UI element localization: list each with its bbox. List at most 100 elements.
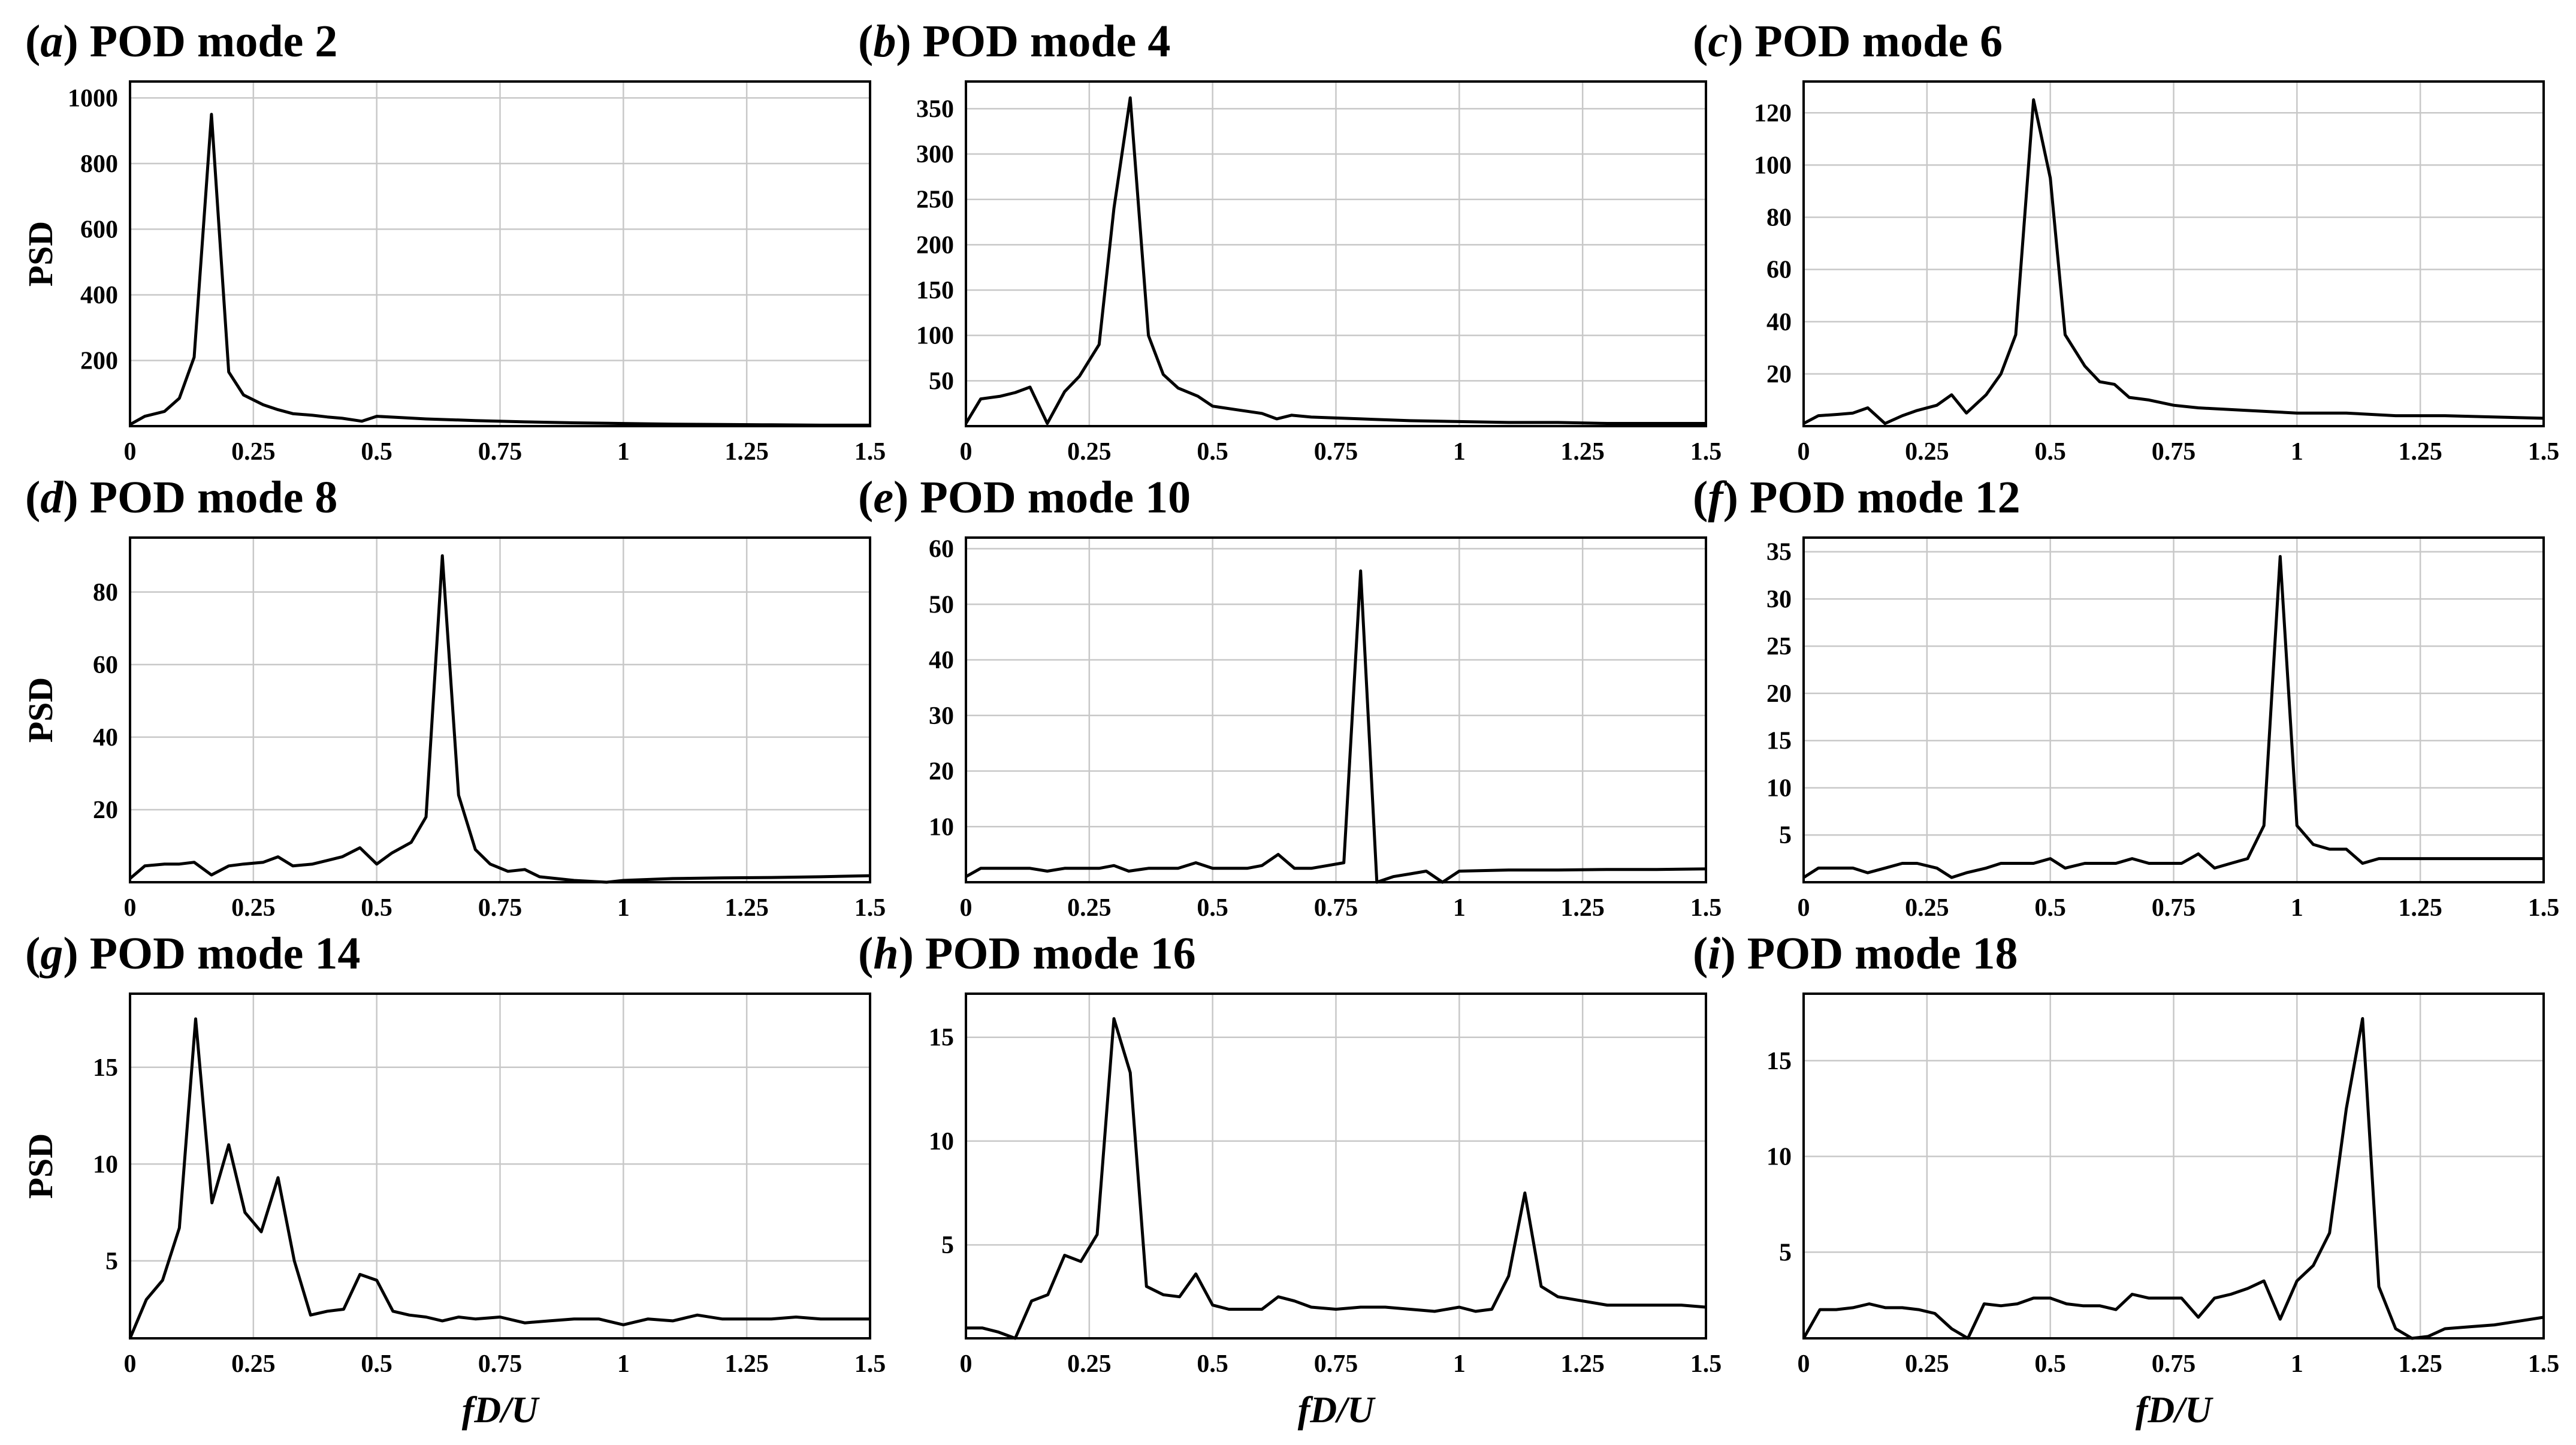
x-tick-label: 0.5 <box>2034 438 2066 466</box>
x-tick-label: 1.5 <box>854 1350 886 1378</box>
psd-series-line <box>1802 1017 2544 1340</box>
panel-title-text: POD mode 2 <box>90 16 338 67</box>
y-tick-label: 60 <box>929 536 954 563</box>
panel-title-text: POD mode 6 <box>1754 16 2003 67</box>
x-tick-label: 0.25 <box>231 1350 276 1378</box>
panel-title: (g) POD mode 14 <box>25 928 360 979</box>
panel-title: (e) POD mode 10 <box>858 472 1191 523</box>
panel-d: 0 0.25 0.5 0.75 1 1.25 1.5 20 40 60 80 (d) POD mode… <box>21 472 886 922</box>
x-tick-label: 1.5 <box>2528 438 2560 466</box>
x-tick-label: 0.5 <box>1197 438 1228 466</box>
y-tick-label: 20 <box>93 797 118 824</box>
plot-frame <box>965 993 1707 1340</box>
y-tick-label: 10 <box>1766 1144 1792 1171</box>
panel-title-text: POD mode 8 <box>90 472 338 523</box>
plot-frame <box>129 80 871 427</box>
psd-series-line <box>129 113 870 427</box>
x-tick-label: 0.75 <box>478 438 523 466</box>
y-tick-label: 25 <box>1766 633 1792 660</box>
x-tick-label: 1 <box>2291 894 2303 922</box>
y-tick-label: 5 <box>1779 822 1792 849</box>
x-tick-label: 0 <box>960 438 973 466</box>
x-tick-label: 0.5 <box>1197 894 1228 922</box>
x-tick-label: 0 <box>1798 438 1810 466</box>
x-tick-label: 0.75 <box>2152 1350 2196 1378</box>
panel-title-text: POD mode 4 <box>923 16 1171 67</box>
panel-title-text: POD mode 16 <box>925 928 1196 979</box>
y-tick-label: 150 <box>916 277 954 304</box>
y-tick-label: 600 <box>80 216 118 243</box>
y-tick-label: 15 <box>929 1024 954 1052</box>
panel-h: 0 0.25 0.5 0.75 1 1.25 1.5 5 10 15 (h) POD mode 16… <box>858 928 1722 1431</box>
x-tick-label: 1.25 <box>724 438 769 466</box>
x-tick-label: 1.25 <box>2398 894 2442 922</box>
y-tick-label: 40 <box>93 724 118 752</box>
x-tick-label: 0.75 <box>1314 438 1358 466</box>
y-tick-label: 800 <box>80 150 118 178</box>
x-tick-label: 1 <box>1453 1350 1466 1378</box>
x-tick-label: 1.5 <box>2528 1350 2560 1378</box>
plot-frame <box>1802 536 2545 883</box>
x-axis-label: fD/U <box>462 1390 540 1431</box>
x-tick-label: 1 <box>1453 894 1466 922</box>
x-tick-label: 0 <box>124 894 137 922</box>
x-tick-label: 0 <box>1798 1350 1810 1378</box>
x-tick-label: 0.75 <box>2152 894 2196 922</box>
y-tick-label: 5 <box>105 1248 118 1275</box>
y-axis-label: PSD <box>21 677 60 743</box>
y-tick-label: 40 <box>929 647 954 674</box>
x-tick-label: 1.25 <box>1560 1350 1605 1378</box>
x-tick-label: 0 <box>124 438 137 466</box>
panel-title: (a) POD mode 2 <box>25 16 337 67</box>
y-tick-label: 1000 <box>68 85 118 112</box>
x-tick-label: 0.75 <box>1314 1350 1358 1378</box>
x-tick-label: 0.75 <box>478 1350 523 1378</box>
x-tick-label: 1 <box>617 1350 630 1378</box>
panel-title-text: POD mode 10 <box>920 472 1191 523</box>
x-tick-label: 1 <box>617 894 630 922</box>
y-tick-label: 10 <box>929 1128 954 1156</box>
y-tick-label: 30 <box>1766 586 1792 613</box>
x-tick-label: 0.5 <box>2034 1350 2066 1378</box>
x-tick-label: 1.5 <box>854 438 886 466</box>
x-tick-label: 1.25 <box>724 894 769 922</box>
plot-frame <box>1802 993 2545 1340</box>
psd-series-line <box>1802 555 2544 879</box>
x-tick-label: 1.25 <box>1560 894 1605 922</box>
y-tick-label: 200 <box>916 231 954 259</box>
panel-i: 0 0.25 0.5 0.75 1 1.25 1.5 5 10 15 (i) POD mode 18… <box>1693 928 2559 1431</box>
y-tick-label: 300 <box>916 141 954 168</box>
psd-series-line <box>128 1017 870 1339</box>
x-tick-label: 0.25 <box>1067 1350 1112 1378</box>
y-axis-label: PSD <box>21 1133 60 1199</box>
y-tick-label: 80 <box>1766 204 1792 232</box>
x-tick-label: 1.5 <box>1690 1350 1722 1378</box>
x-tick-label: 1.5 <box>854 894 886 922</box>
x-tick-label: 0.5 <box>1197 1350 1228 1378</box>
panel-title-text: POD mode 12 <box>1750 472 2021 523</box>
x-tick-label: 0.25 <box>1905 894 1949 922</box>
panel-title: (c) POD mode 6 <box>1693 16 2003 67</box>
panel-e: 0 0.25 0.5 0.75 1 1.25 1.5 10 20 30 40 50 60 (e) POD … <box>858 472 1722 922</box>
x-tick-label: 1.5 <box>1690 894 1722 922</box>
plot-frame <box>965 80 1707 427</box>
y-tick-label: 15 <box>1766 728 1792 755</box>
y-tick-label: 60 <box>1766 257 1792 284</box>
psd-series-line <box>1802 98 2544 426</box>
x-tick-label: 1.25 <box>2398 438 2442 466</box>
psd-series-line <box>966 1017 1707 1340</box>
y-tick-label: 120 <box>1754 99 1792 127</box>
x-tick-label: 1.5 <box>2528 894 2560 922</box>
panel-title: (i) POD mode 18 <box>1693 928 2018 979</box>
y-tick-label: 100 <box>1754 152 1792 179</box>
y-tick-label: 250 <box>916 186 954 214</box>
panel-c: 0 0.25 0.5 0.75 1 1.25 1.5 20 40 60 80 100 120 (c) PO… <box>1693 16 2559 466</box>
y-tick-label: 60 <box>93 651 118 679</box>
panel-title-text: POD mode 18 <box>1747 928 2018 979</box>
x-tick-label: 0.5 <box>361 1350 392 1378</box>
x-tick-label: 0.25 <box>231 438 276 466</box>
x-tick-label: 1.5 <box>1690 438 1722 466</box>
y-tick-label: 5 <box>941 1232 954 1259</box>
x-tick-label: 0.25 <box>231 894 276 922</box>
